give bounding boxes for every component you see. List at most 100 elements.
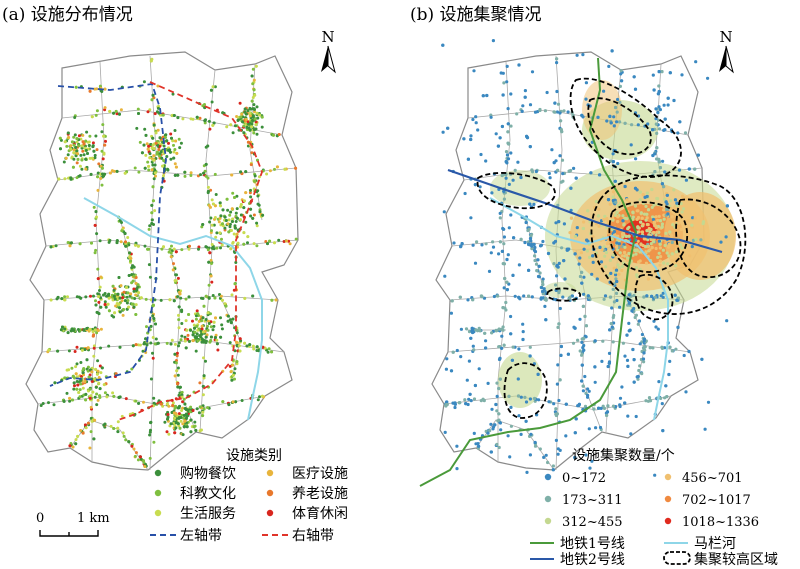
facility-point [189, 430, 193, 434]
facility-point [224, 219, 228, 222]
facility-point [226, 319, 230, 323]
facility-point [173, 173, 177, 177]
cluster-point [644, 261, 649, 265]
cluster-point [585, 249, 590, 253]
cluster-point [633, 186, 638, 190]
cluster-point [541, 296, 545, 300]
cluster-point [725, 319, 729, 323]
cluster-point [644, 250, 648, 254]
cluster-point [656, 327, 660, 331]
facility-point [189, 405, 193, 409]
facility-point [149, 341, 153, 345]
facility-point [115, 112, 119, 116]
facility-point [147, 144, 151, 148]
cluster-point [582, 348, 586, 352]
facility-point [267, 347, 271, 351]
cluster-point [602, 297, 606, 301]
facility-point [151, 163, 155, 167]
facility-point [250, 99, 254, 103]
facility-point [149, 324, 153, 328]
facility-point [84, 392, 88, 396]
facility-point [173, 374, 177, 378]
cluster-point [605, 242, 610, 246]
facility-point [92, 346, 96, 350]
facility-point [220, 237, 223, 241]
cluster-point [523, 240, 527, 245]
facility-point [210, 198, 214, 202]
cluster-point [661, 429, 665, 433]
facility-point [131, 264, 135, 268]
cluster-point [573, 431, 577, 435]
cluster-point [476, 128, 480, 132]
cluster-point [533, 245, 537, 250]
facility-point [235, 216, 239, 220]
legend-b-line-label-2: 马栏河 [694, 536, 736, 552]
cluster-point [464, 327, 469, 331]
facility-point [265, 172, 269, 176]
legend-b-line-4 [663, 551, 691, 565]
facility-point [161, 113, 165, 117]
facility-point [251, 216, 255, 220]
facility-point [176, 373, 180, 377]
cluster-point [466, 402, 470, 407]
facility-point [252, 103, 256, 107]
legend-a-swatch-6 [266, 509, 274, 517]
facility-point [84, 148, 88, 152]
facility-point [87, 375, 91, 379]
cluster-point [646, 122, 650, 126]
facility-point [71, 445, 75, 449]
facility-point [75, 387, 79, 391]
cluster-point [556, 447, 560, 451]
facility-point [123, 299, 127, 303]
cluster-point [496, 144, 500, 148]
cluster-point [493, 423, 497, 427]
cluster-point [611, 198, 616, 203]
facility-point [175, 351, 179, 355]
cluster-point [555, 89, 559, 94]
facility-point [224, 304, 228, 308]
facility-point [253, 93, 257, 97]
facility-point [79, 153, 83, 157]
facility-point [121, 313, 125, 317]
cluster-point [612, 115, 616, 119]
facility-point [255, 132, 259, 136]
cluster-point [527, 294, 531, 298]
cluster-point [546, 460, 550, 465]
facility-point [151, 351, 154, 355]
facility-point [115, 241, 119, 245]
facility-point [142, 400, 145, 404]
facility-point [121, 431, 125, 435]
facility-point [237, 344, 241, 348]
facility-point [152, 123, 156, 127]
cluster-point [674, 250, 679, 254]
cluster-point [497, 386, 501, 391]
cluster-point [645, 294, 649, 298]
cluster-point [645, 212, 649, 216]
facility-point [133, 166, 137, 170]
cluster-point [640, 372, 644, 376]
cluster-point [639, 211, 643, 215]
facility-point [91, 141, 95, 145]
cluster-point [569, 186, 573, 190]
facility-point [235, 360, 239, 364]
facility-point [104, 139, 107, 143]
cluster-point [484, 159, 488, 163]
facility-point [94, 113, 98, 117]
facility-point [200, 319, 204, 323]
facility-point [256, 194, 260, 198]
facility-point [235, 340, 238, 344]
cluster-point [597, 207, 601, 211]
scale-length-label: 1 km [77, 511, 110, 526]
cluster-point [507, 182, 511, 186]
cluster-point [525, 134, 529, 138]
cluster-point [528, 345, 532, 349]
facility-point [215, 231, 219, 235]
cluster-point [486, 431, 490, 435]
cluster-point [645, 229, 649, 233]
facility-point [96, 369, 100, 373]
facility-point [89, 405, 93, 409]
facility-point [239, 218, 242, 222]
facility-point [200, 340, 204, 344]
facility-point [91, 330, 95, 334]
facility-point [153, 171, 157, 175]
